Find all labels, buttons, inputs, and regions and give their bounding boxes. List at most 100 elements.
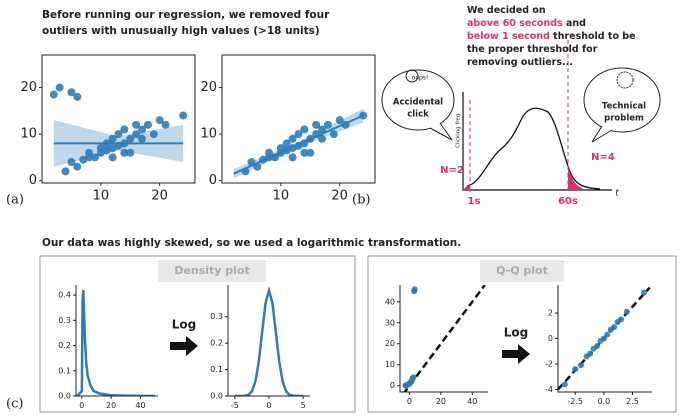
- density-title: Density plot: [174, 264, 249, 277]
- diagram-note: below 1 second threshold to be: [467, 31, 636, 42]
- point: [120, 125, 129, 134]
- log-label: Log: [172, 318, 196, 332]
- y-tick-label: 0.3: [58, 316, 71, 325]
- point: [572, 366, 579, 373]
- density-curve: [466, 107, 601, 190]
- panel-label: (b): [352, 193, 370, 208]
- diagram-note: above 60 seconds and: [467, 18, 586, 29]
- arrow: [170, 336, 198, 356]
- x-tick-label: 0: [407, 397, 412, 406]
- panel-label: (c): [6, 397, 23, 412]
- reference-line: [403, 285, 486, 392]
- x-tick-label: 20: [106, 401, 116, 410]
- point: [335, 116, 344, 125]
- y-tick-label: -2: [545, 359, 553, 368]
- note-segment: removing outliers...: [467, 57, 573, 68]
- point: [120, 148, 129, 157]
- point: [618, 316, 625, 323]
- y-tick-label: 0: [29, 173, 37, 188]
- point: [640, 289, 647, 296]
- plot-area: [558, 286, 651, 391]
- note-segment: the proper threshold for: [467, 44, 598, 55]
- plot-area: [76, 289, 156, 396]
- x-tick-label: -2.5: [567, 397, 583, 406]
- point: [102, 139, 111, 148]
- diagram-label: Clicking freq.: [456, 112, 462, 148]
- note-segment: and: [563, 18, 586, 29]
- y-tick-label: 40: [385, 297, 395, 306]
- y-tick-label: 2: [548, 309, 553, 318]
- panel-frame: [39, 255, 356, 413]
- diagram-label: N=4: [591, 152, 615, 163]
- density-line: [76, 289, 156, 396]
- diagram-note: removing outliers...: [467, 57, 573, 68]
- point: [73, 92, 82, 101]
- axes-spines: [399, 285, 488, 393]
- point: [90, 153, 99, 162]
- chart: 10 20 0 10 20: [20, 54, 196, 204]
- point: [587, 350, 594, 357]
- point: [323, 120, 332, 129]
- point: [577, 362, 584, 369]
- x-tick-label: 2.5: [626, 397, 639, 406]
- point: [300, 125, 309, 134]
- diagram: [381, 40, 661, 192]
- diagram-label: 1s: [468, 196, 481, 207]
- point: [126, 148, 135, 157]
- diagram-label: Accidental: [393, 98, 443, 108]
- y-tick-label: 0: [390, 381, 395, 390]
- plot-area: [402, 285, 486, 392]
- x-tick-label: 0: [79, 401, 84, 410]
- plot-area: [234, 285, 304, 396]
- chart: 10 20 0 10 20: [200, 54, 376, 204]
- point: [359, 111, 368, 120]
- axes-frame: [41, 54, 196, 184]
- point: [600, 335, 607, 342]
- point: [132, 120, 141, 129]
- x-tick-label: 10: [273, 189, 290, 204]
- density-line: [234, 285, 304, 396]
- x-tick-label: 40: [467, 397, 477, 406]
- panel-label: (a): [6, 193, 24, 208]
- point: [341, 120, 350, 129]
- point: [241, 167, 250, 176]
- qq-title: Q-Q plot: [496, 264, 548, 277]
- point: [623, 308, 630, 315]
- title-badge: [480, 260, 564, 282]
- diagram-note: the proper threshold for: [467, 44, 598, 55]
- point: [593, 343, 600, 350]
- diagram-label: problem: [604, 114, 644, 124]
- point: [132, 130, 141, 139]
- y-tick-label: 0.3: [210, 312, 223, 321]
- y-tick-label: 0.2: [210, 339, 223, 348]
- diagram-label: oops!: [412, 75, 429, 82]
- point: [49, 90, 58, 99]
- point: [73, 162, 82, 171]
- note-segment: We decided on: [467, 5, 546, 16]
- point: [55, 83, 64, 92]
- point: [126, 134, 135, 143]
- point: [312, 130, 321, 139]
- caption: Our data was highly skewed, so we used a…: [42, 237, 461, 249]
- point: [138, 125, 147, 134]
- diagram-label: 60s: [558, 196, 578, 207]
- point: [247, 158, 256, 167]
- point: [318, 125, 327, 134]
- y-tick-label: 30: [385, 318, 395, 327]
- y-tick-label: 10: [20, 127, 37, 142]
- point: [294, 130, 303, 139]
- diagram-label: click: [407, 110, 429, 120]
- axes-spines: [227, 285, 310, 397]
- point: [306, 134, 315, 143]
- point: [300, 148, 309, 157]
- point: [67, 88, 76, 97]
- diagram-label: N=2: [440, 165, 464, 176]
- point: [611, 324, 618, 331]
- point: [120, 139, 129, 148]
- y-tick-label: 20: [20, 80, 37, 95]
- y-tick-label: 0.1: [58, 366, 71, 375]
- log-label: Log: [504, 326, 528, 340]
- x-tick-label: 10: [93, 189, 110, 204]
- bubble-tail: [591, 125, 613, 143]
- chart: 0 20 40 0.0 0.1 0.2 0.3 0.4: [58, 285, 158, 410]
